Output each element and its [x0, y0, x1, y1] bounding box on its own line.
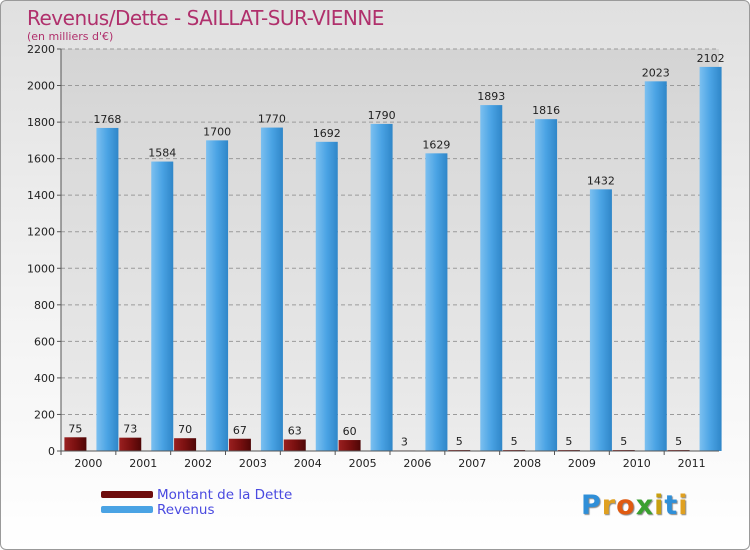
data-label-dette-2002: 70	[178, 423, 192, 436]
x-tick-label-2010: 2010	[623, 457, 651, 470]
axis-layer: 0 200 400 600 800 1000 1200 1400 1600 1800 2000 220…	[27, 43, 719, 470]
y-tick-label: 600	[34, 335, 55, 348]
legend: Montant de la Dette Revenus	[101, 486, 293, 518]
data-label-dette-2007: 5	[456, 435, 463, 448]
bar-dette-2002	[174, 438, 197, 451]
proxiti-logo: Proxiti	[581, 490, 689, 521]
y-tick-label: 200	[34, 408, 55, 421]
data-label-dette-2003: 67	[233, 424, 247, 437]
bar-revenus-2011	[699, 66, 722, 451]
x-tick-label-2000: 2000	[74, 457, 102, 470]
y-tick-label: 1000	[27, 262, 55, 275]
bar-revenus-2002	[206, 140, 229, 451]
logo-letter: i	[678, 490, 689, 521]
bar-revenus-2006	[425, 153, 448, 451]
logo-letter: r	[601, 490, 617, 521]
y-tick-label: 1800	[27, 116, 55, 129]
data-label-revenus-2005: 1790	[368, 109, 396, 122]
bar-dette-2004	[283, 439, 306, 451]
logo-letter: o	[616, 490, 636, 521]
data-label-revenus-2008: 1816	[532, 104, 560, 117]
data-label-revenus-2010: 2023	[642, 66, 670, 79]
x-tick-label-2007: 2007	[458, 457, 486, 470]
data-label-dette-2010: 5	[620, 435, 627, 448]
bar-revenus-2004	[315, 141, 338, 452]
legend-label-revenus: Revenus	[157, 501, 215, 518]
x-tick-label-2002: 2002	[184, 457, 212, 470]
data-label-revenus-2004: 1692	[313, 127, 341, 140]
bar-revenus-2008	[535, 119, 558, 452]
legend-label-dette: Montant de la Dette	[157, 486, 293, 503]
logo-letter: i	[654, 490, 665, 521]
x-tick-label-2011: 2011	[678, 457, 706, 470]
data-label-revenus-2003: 1770	[258, 113, 286, 126]
bar-revenus-2005	[370, 123, 393, 451]
logo-letter: P	[581, 490, 602, 521]
legend-item-revenus: Revenus	[101, 501, 292, 518]
chart-title: Revenus/Dette - SAILLAT-SUR-VIENNE	[27, 6, 384, 30]
logo-letter: t	[664, 490, 679, 521]
logo-letter: x	[635, 490, 655, 521]
bar-dette-2005	[338, 440, 361, 451]
data-label-revenus-2001: 1584	[148, 147, 176, 160]
bar-revenus-2009	[589, 189, 612, 452]
x-tick-label-2006: 2006	[403, 457, 431, 470]
x-tick-label-2005: 2005	[349, 457, 377, 470]
bar-revenus-2007	[480, 105, 503, 451]
chart-subtitle: (en milliers d'€)	[27, 30, 114, 43]
data-label-dette-2011: 5	[675, 435, 682, 448]
data-label-dette-2004: 63	[288, 424, 302, 437]
bars-layer	[64, 66, 722, 452]
bar-revenus-2000	[96, 127, 119, 452]
legend-item-dette: Montant de la Dette	[101, 486, 293, 503]
x-tick-label-2004: 2004	[294, 457, 322, 470]
bar-dette-2003	[228, 438, 251, 451]
data-label-revenus-2011: 2102	[697, 52, 725, 65]
bar-revenus-2001	[151, 161, 174, 451]
y-tick-label: 1200	[27, 226, 55, 239]
y-tick-label: 400	[34, 372, 55, 385]
data-label-dette-2008: 5	[511, 435, 518, 448]
labels-layer: 75 1768 73 1584 70 1700 67 1770 63 1692 60 1790 3 162…	[68, 52, 724, 449]
data-label-revenus-2000: 1768	[93, 113, 121, 126]
y-tick-label: 2200	[27, 43, 55, 56]
data-label-revenus-2002: 1700	[203, 125, 231, 138]
data-label-dette-2006: 3	[401, 435, 408, 448]
data-label-dette-2009: 5	[565, 435, 572, 448]
data-label-revenus-2006: 1629	[422, 138, 450, 151]
y-tick-label: 0	[48, 445, 55, 458]
bar-dette-2001	[119, 437, 142, 451]
x-tick-label-2003: 2003	[239, 457, 267, 470]
y-tick-label: 800	[34, 299, 55, 312]
bar-dette-2000	[64, 437, 87, 451]
y-tick-label: 1400	[27, 189, 55, 202]
data-label-revenus-2007: 1893	[477, 90, 505, 103]
data-label-dette-2001: 73	[123, 423, 137, 436]
bar-revenus-2010	[644, 81, 667, 452]
legend-swatch-revenus	[101, 506, 153, 513]
legend-swatch-dette	[101, 491, 153, 498]
x-tick-label-2001: 2001	[129, 457, 157, 470]
x-tick-label-2009: 2009	[568, 457, 596, 470]
data-label-dette-2005: 60	[343, 425, 357, 438]
y-tick-label: 1600	[27, 153, 55, 166]
data-label-dette-2000: 75	[68, 422, 82, 435]
y-tick-label: 2000	[27, 80, 55, 93]
x-tick-label-2008: 2008	[513, 457, 541, 470]
bar-revenus-2003	[260, 127, 283, 451]
data-label-revenus-2009: 1432	[587, 174, 615, 187]
